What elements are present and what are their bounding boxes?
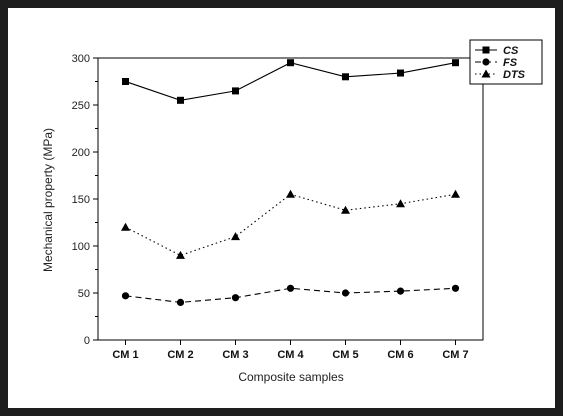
data-point-fs — [341, 289, 350, 297]
y-tick-label: 300 — [72, 53, 90, 65]
plot-area — [97, 57, 484, 341]
x-axis-title: Composite samples — [238, 370, 343, 384]
data-point-cs — [177, 96, 184, 104]
x-category-label: CM 5 — [332, 349, 358, 361]
legend-label-cs: CS — [503, 45, 519, 57]
data-point-fs — [451, 284, 460, 292]
data-point-cs — [122, 78, 129, 85]
x-category-label: CM 6 — [387, 349, 413, 361]
y-tick-label: 200 — [72, 147, 90, 159]
data-point-fs — [396, 287, 405, 295]
series-fs — [121, 284, 460, 306]
data-point-dts — [121, 222, 130, 231]
y-axis: 0 50 100 150 200 250 300 — [72, 53, 98, 347]
legend-label-fs: FS — [503, 57, 518, 69]
series-line-dts — [125, 193, 456, 256]
data-point-cs — [232, 87, 239, 95]
x-category-label: CM 7 — [442, 349, 468, 361]
series-line-cs — [125, 62, 456, 101]
x-category-label: CM 4 — [277, 349, 304, 361]
x-category-label: CM 1 — [112, 349, 138, 361]
data-point-cs — [452, 59, 459, 67]
legend-marker-fs — [482, 58, 490, 66]
y-tick-label: 0 — [84, 335, 90, 347]
y-tick-label: 100 — [72, 241, 90, 253]
data-point-cs — [397, 69, 404, 77]
series-layer — [121, 59, 460, 306]
series-cs — [122, 59, 459, 104]
data-point-dts — [451, 189, 460, 198]
data-point-dts — [231, 232, 240, 241]
data-point-dts — [396, 199, 405, 208]
data-point-dts — [341, 205, 350, 214]
data-point-fs — [231, 294, 240, 302]
x-category-label: CM 3 — [222, 349, 248, 361]
x-axis: CM 1 CM 2 CM 3 CM 4 CM 5 CM 6 CM 7 — [112, 340, 469, 361]
y-tick-label: 250 — [72, 100, 90, 112]
y-tick-label: 50 — [78, 288, 90, 300]
data-point-dts — [176, 250, 185, 259]
legend-label-dts: DTS — [503, 69, 526, 81]
y-axis-title: Mechanical property (MPa) — [41, 128, 55, 272]
legend-marker-dts — [481, 69, 491, 78]
data-point-cs — [287, 59, 294, 67]
data-point-fs — [121, 292, 130, 300]
data-point-fs — [176, 298, 185, 306]
plot-border — [97, 57, 484, 341]
legend-marker-cs — [482, 46, 490, 54]
series-dts — [121, 189, 460, 259]
y-tick-label: 150 — [72, 194, 90, 206]
data-point-cs — [342, 73, 349, 81]
data-point-fs — [286, 284, 295, 292]
data-point-dts — [286, 189, 295, 198]
x-category-label: CM 2 — [167, 349, 193, 361]
